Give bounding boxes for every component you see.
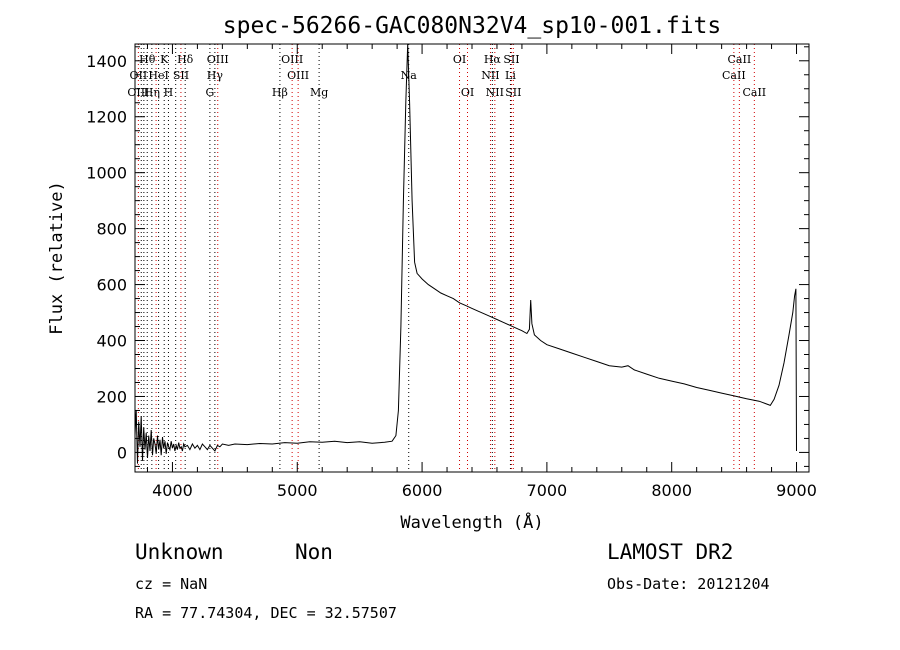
spectral-line-label: Hβ xyxy=(272,86,288,99)
spectral-line-label: OIII xyxy=(287,69,309,82)
spectral-line-label: OI xyxy=(461,86,474,99)
spectral-line-label: OIII xyxy=(207,53,229,66)
spectral-line-label: Hδ xyxy=(177,53,194,66)
spectral-line-label: Hγ xyxy=(207,69,224,82)
spectral-line-label: K xyxy=(160,53,169,66)
spectral-line-label: HeI xyxy=(148,69,168,82)
x-tick-label: 6000 xyxy=(402,481,443,500)
spectral-line-label: OIII xyxy=(127,86,149,99)
spectral-line-label: NII xyxy=(486,86,504,99)
coordinates-text: RA = 77.74304, DEC = 32.57507 xyxy=(135,604,397,622)
spectral-line-label: CaII xyxy=(742,86,766,99)
x-axis-label: Wavelength (Å) xyxy=(400,511,543,533)
y-tick-label: 200 xyxy=(96,387,127,406)
spectrum-line xyxy=(134,43,797,464)
observation-date: Obs-Date: 20121204 xyxy=(607,575,770,593)
y-tick-label: 800 xyxy=(96,220,127,239)
x-tick-label: 5000 xyxy=(277,481,318,500)
spectral-line-label: H xyxy=(164,86,174,99)
spectral-line-label: OIII xyxy=(281,53,303,66)
subclass-text: Non xyxy=(295,540,333,564)
y-tick-label: 1000 xyxy=(86,164,127,183)
spectral-line-label: G xyxy=(205,86,214,99)
plot-frame xyxy=(134,43,810,473)
x-tick-label: 7000 xyxy=(527,481,568,500)
spectral-line-label: SII xyxy=(505,86,521,99)
x-tick-label: 8000 xyxy=(651,481,692,500)
spectral-line-label: Hη xyxy=(144,86,160,99)
y-axis-label: Flux (relative) xyxy=(47,181,67,335)
spectral-line-markers xyxy=(137,44,755,472)
spectral-line-label: SII xyxy=(173,69,189,82)
y-axis: 0 200 400 600 800 1000 1200 1400 xyxy=(86,46,809,467)
class-text: Unknown xyxy=(135,540,224,564)
x-tick-label: 4000 xyxy=(152,481,193,500)
spectral-line-label: Li xyxy=(505,69,516,82)
spectral-line-label: OI xyxy=(453,53,466,66)
y-tick-label: 1400 xyxy=(86,52,127,71)
y-tick-label: 400 xyxy=(96,332,127,351)
survey-name: LAMOST DR2 xyxy=(607,540,734,564)
y-tick-label: 0 xyxy=(117,443,127,462)
spectral-line-label: OII xyxy=(130,69,148,82)
x-tick-label: 9000 xyxy=(776,481,817,500)
spectral-line-label: NII xyxy=(481,69,499,82)
x-axis: 4000 5000 6000 7000 8000 9000 xyxy=(146,44,817,500)
spectral-line-label: CaII xyxy=(722,69,746,82)
spectral-line-label: CaII xyxy=(728,53,752,66)
chart-title: spec-56266-GAC080N32V4_sp10-001.fits xyxy=(223,13,722,39)
spectral-line-label: Hθ xyxy=(139,53,156,66)
y-tick-label: 1200 xyxy=(86,108,127,127)
spectral-line-label: SII xyxy=(503,53,519,66)
spectral-line-label: Hα xyxy=(484,53,502,66)
spectral-line-label: Mg xyxy=(310,86,328,99)
y-tick-label: 600 xyxy=(96,276,127,295)
redshift-text: cz = NaN xyxy=(135,575,208,593)
